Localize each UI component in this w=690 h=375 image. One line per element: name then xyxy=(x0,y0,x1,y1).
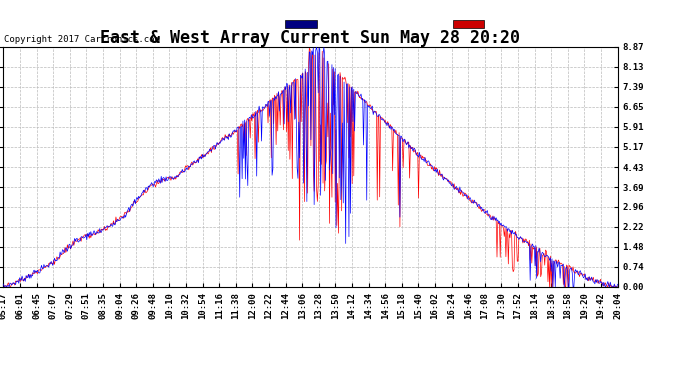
Title: East & West Array Current Sun May 28 20:20: East & West Array Current Sun May 28 20:… xyxy=(101,29,520,47)
Text: Copyright 2017 Cartronics.com: Copyright 2017 Cartronics.com xyxy=(4,36,160,45)
Legend: East Array  (DC Amps), West Array (DC Amps): East Array (DC Amps), West Array (DC Amp… xyxy=(285,20,612,30)
